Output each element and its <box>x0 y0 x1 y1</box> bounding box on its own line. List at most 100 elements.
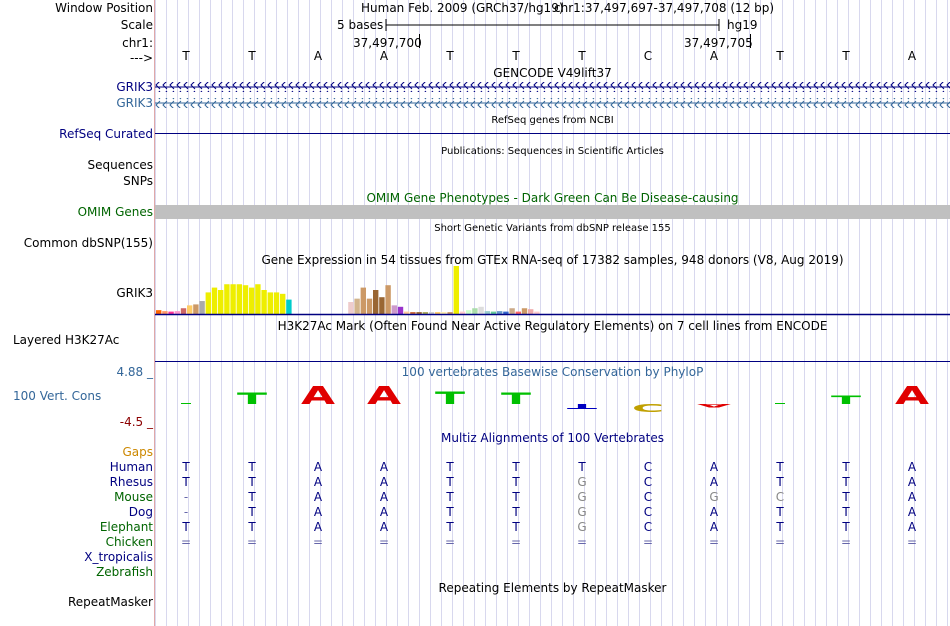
alignment-base: T <box>446 505 454 519</box>
label-repeatmasker[interactable]: RepeatMasker <box>67 595 153 609</box>
ruler-pos-left: 37,497,700 <box>353 36 422 50</box>
base-letter: T <box>182 49 190 63</box>
alignment-base: = <box>775 535 786 549</box>
dbsnp-title: Short Genetic Variants from dbSNP releas… <box>434 223 671 234</box>
label-grik3-gencode-2[interactable]: GRIK3 <box>116 96 153 110</box>
alignment-base: T <box>842 490 850 504</box>
label-h3k27ac[interactable]: Layered H3K27Ac <box>13 333 120 347</box>
gtex-bar <box>534 311 540 314</box>
gtex-chart[interactable] <box>155 266 950 318</box>
gtex-bar <box>397 306 404 314</box>
alignment-base: = <box>313 535 324 549</box>
scale-bar <box>385 19 720 31</box>
gtex-title: Gene Expression in 54 tissues from GTEx … <box>261 253 844 267</box>
alignment-base: A <box>313 460 323 474</box>
label-window-position: Window Position <box>55 1 153 15</box>
label-phylop[interactable]: 100 Vert. Cons <box>13 389 102 403</box>
alignment-base: = <box>841 535 852 549</box>
label-grik3-gencode[interactable]: GRIK3 <box>116 80 153 94</box>
gtex-bar <box>484 311 490 314</box>
alignment-base: A <box>313 475 323 489</box>
alignment-base: = <box>709 535 720 549</box>
gencode-genes[interactable] <box>155 80 950 110</box>
ruler-tick-right <box>750 34 751 48</box>
alignment-base: A <box>907 490 917 504</box>
refseq-gene-line[interactable] <box>155 133 950 134</box>
alignment-base: C <box>643 490 653 504</box>
phylop-title: 100 vertebrates Basewise Conservation by… <box>401 365 704 379</box>
alignment-base: A <box>907 520 917 534</box>
repeatmasker-title: Repeating Elements by RepeatMasker <box>438 581 667 595</box>
alignment-base: C <box>643 505 653 519</box>
alignment-base: G <box>577 475 587 489</box>
alignment-base: T <box>512 505 520 519</box>
base-letter: A <box>379 49 389 63</box>
gtex-bar <box>422 312 428 314</box>
alignment-base: A <box>907 505 917 519</box>
gtex-bar <box>404 311 410 314</box>
alignment-base: - <box>183 490 189 504</box>
label-gtex-gene[interactable]: GRIK3 <box>116 286 153 300</box>
alignment-base: T <box>248 460 256 474</box>
label-chrom: chr1: <box>122 36 153 50</box>
label-omim[interactable]: OMIM Genes <box>77 205 153 219</box>
gtex-bar <box>199 301 205 314</box>
alignment-base: T <box>776 520 784 534</box>
omim-bar[interactable] <box>155 205 950 219</box>
alignment-base: A <box>379 475 389 489</box>
gtex-bar <box>490 311 497 314</box>
label-refseq[interactable]: RefSeq Curated <box>59 127 153 141</box>
gtex-bar <box>373 290 379 314</box>
alignment-base: T <box>578 460 586 474</box>
phylop-letter: C <box>632 401 664 413</box>
gtex-bar <box>168 311 174 314</box>
gtex-bar <box>466 310 472 314</box>
species-label: Chicken <box>105 535 153 549</box>
alignment-base: T <box>446 475 454 489</box>
gtex-bar <box>391 305 397 314</box>
gtex-bar <box>360 287 366 314</box>
alignment-base: = <box>247 535 258 549</box>
alignment-base: G <box>577 505 587 519</box>
alignment-base: T <box>248 505 256 519</box>
ruler-tick-left <box>419 34 420 48</box>
alignment-base: T <box>512 475 520 489</box>
base-letter: T <box>578 49 586 63</box>
alignment-base: T <box>512 520 520 534</box>
alignment-base: = <box>511 535 522 549</box>
gtex-bar <box>435 312 441 314</box>
gtex-bar <box>162 311 168 314</box>
alignment-base: T <box>446 460 454 474</box>
alignment-base: A <box>313 490 323 504</box>
alignment-base: T <box>842 475 850 489</box>
gtex-bar <box>236 284 242 314</box>
gtex-bar <box>521 308 528 314</box>
phylop-letter: T <box>501 389 532 408</box>
gtex-bar <box>354 298 360 314</box>
gtex-bar <box>509 308 515 314</box>
alignment-base: = <box>181 535 192 549</box>
gtex-bar <box>459 311 466 314</box>
phylop-letter: T <box>237 389 268 408</box>
gtex-bar <box>478 306 484 314</box>
label-snps[interactable]: SNPs <box>123 174 153 188</box>
gtex-bar <box>428 312 435 314</box>
omim-title: OMIM Gene Phenotypes - Dark Green Can Be… <box>366 191 739 205</box>
label-sequences[interactable]: Sequences <box>87 158 153 172</box>
phylop-mark <box>775 403 785 404</box>
alignment-base: G <box>577 520 587 534</box>
alignment-base: T <box>842 460 850 474</box>
alignment-base: A <box>379 490 389 504</box>
gtex-bar <box>273 292 280 314</box>
alignment-base: A <box>379 520 389 534</box>
label-dbsnp[interactable]: Common dbSNP(155) <box>23 236 153 250</box>
alignment-base: A <box>709 475 719 489</box>
label-gaps[interactable]: Gaps <box>122 445 153 459</box>
alignment-base: T <box>182 460 190 474</box>
gtex-bar <box>156 310 162 314</box>
alignment-base: T <box>512 460 520 474</box>
alignment-base: C <box>775 490 785 504</box>
publications-title: Publications: Sequences in Scientific Ar… <box>441 146 664 157</box>
